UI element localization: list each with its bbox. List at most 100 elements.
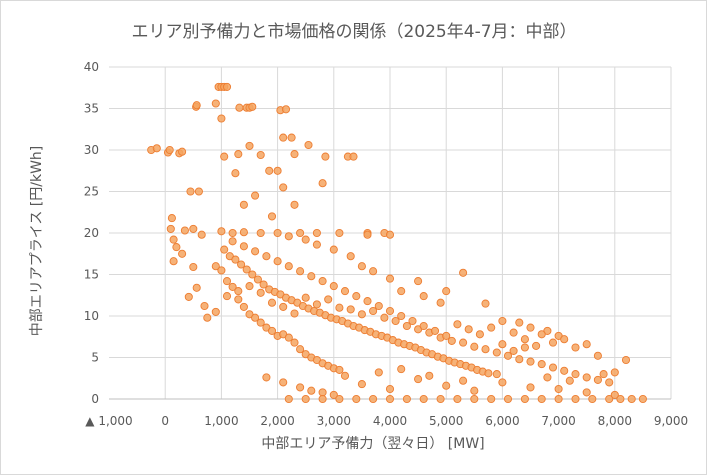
data-point [211,307,220,316]
data-point [571,343,580,352]
y-tick-label: 40 [84,60,99,74]
data-point [169,257,178,266]
x-tick-label: 6,000 [485,414,519,428]
data-point [267,212,277,221]
data-point [419,394,428,404]
data-points [147,82,647,404]
data-point [340,287,350,296]
data-point [475,330,484,339]
x-tick-label: 4,000 [373,414,407,428]
data-point [470,394,479,404]
data-point [259,280,268,289]
data-point [251,191,260,200]
data-point [222,82,232,91]
data-point [369,394,378,404]
data-point [284,394,293,404]
data-point [189,262,198,272]
data-point [279,302,288,311]
data-point [352,394,361,404]
data-point [571,394,580,404]
data-point [279,183,288,192]
data-point [335,228,344,238]
data-point [267,298,277,307]
data-point [498,316,507,326]
data-point [526,357,535,366]
data-point [251,247,260,256]
data-point [385,394,395,404]
data-point [621,355,631,365]
data-point [217,227,226,236]
data-point [239,302,248,311]
x-tick-label: 5,000 [429,414,463,428]
data-point [211,99,220,108]
data-point [265,166,274,175]
data-point [273,228,282,238]
data-point [616,394,625,404]
data-point [217,266,226,275]
data-point [363,230,372,239]
y-tick-label: 35 [84,102,99,116]
data-point [220,152,229,161]
y-axis-ticks: 0 5 10 15 20 25 30 35 40 [84,60,99,406]
data-point [290,338,299,347]
data-point [239,228,248,237]
data-point [262,252,271,261]
data-point [267,326,277,335]
data-point [459,338,468,347]
data-point [318,277,327,286]
data-point [470,386,479,395]
data-point [520,343,529,352]
data-point [425,371,434,380]
x-tick-label: 9,000 [654,414,688,428]
data-point [349,152,358,161]
data-point [248,102,257,111]
x-tick-label: 8,000 [598,414,632,428]
data-point [256,318,265,327]
data-point [380,313,389,322]
data-point [509,346,518,355]
data-point [340,371,350,380]
data-point [543,373,552,382]
data-point [470,342,479,351]
data-point [189,224,198,233]
data-point [335,394,344,404]
data-point [346,252,355,261]
data-point [402,321,411,331]
data-point [192,101,201,110]
data-point [200,301,209,311]
data-point [284,333,293,342]
data-point [453,394,462,404]
data-point [369,306,378,316]
x-tick-label: 2,000 [260,414,294,428]
data-point [487,323,496,332]
data-point [169,235,178,244]
data-point [526,323,535,332]
data-point [329,245,338,254]
data-point [503,351,513,360]
data-point [228,228,237,238]
data-point [253,275,262,284]
data-point [638,394,647,404]
data-point [296,383,305,392]
data-point [357,262,366,271]
data-point [397,365,406,374]
data-point [610,368,619,377]
data-point [335,303,344,312]
data-point [520,394,529,404]
data-point [222,292,232,301]
data-point [419,292,428,301]
data-point [408,316,417,326]
data-point [184,292,193,301]
data-point [279,133,288,142]
data-point [492,370,501,379]
data-point [165,145,174,155]
data-point [397,311,406,321]
data-point [593,351,602,360]
data-point [178,147,187,156]
data-point [464,325,473,334]
data-point [186,187,195,196]
data-point [560,335,569,344]
data-point [273,257,282,266]
data-point [324,295,333,304]
